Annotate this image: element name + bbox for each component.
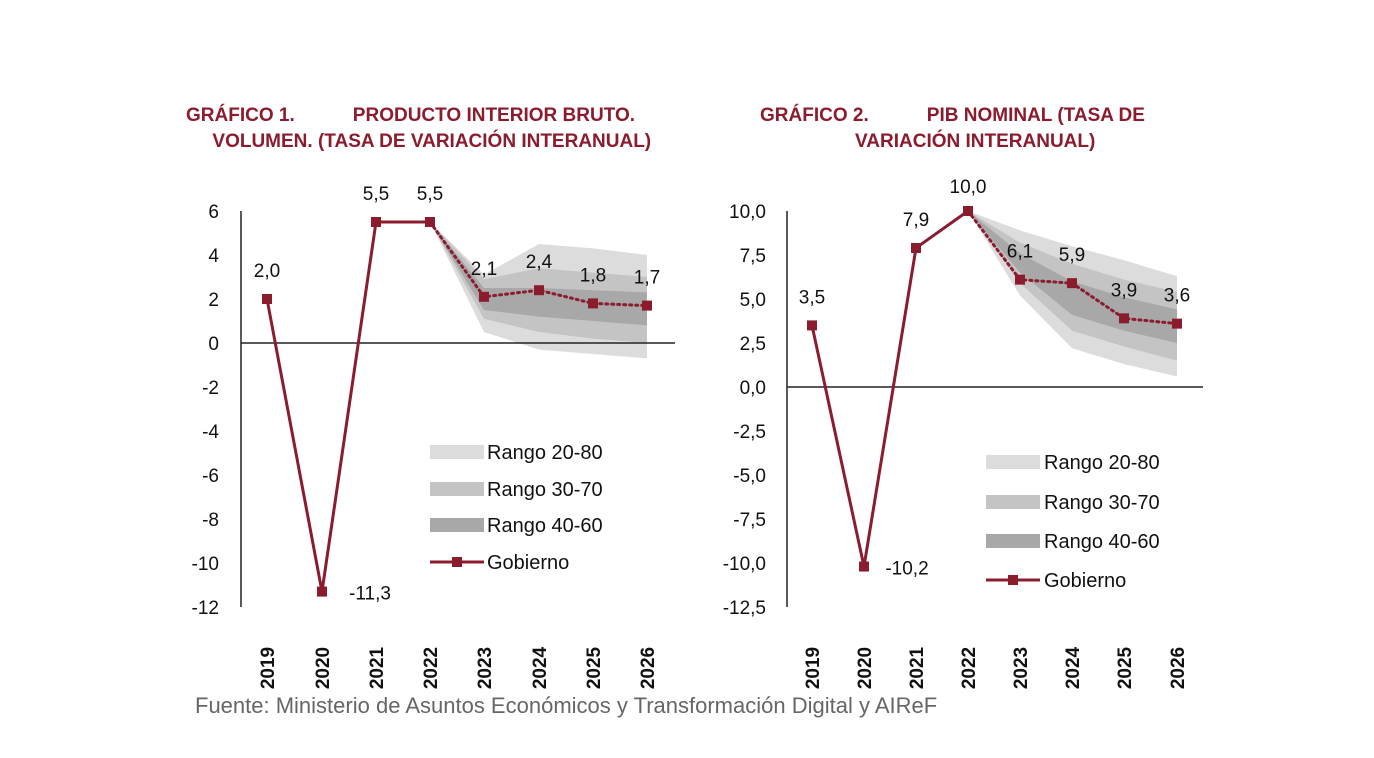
chart2-legend-swatch-3 (986, 534, 1040, 548)
chart2-data-point (911, 242, 921, 253)
chart2-y-tick-label: -10,0 (723, 554, 766, 575)
chart2-legend-label: Rango 40-60 (1044, 531, 1160, 553)
chart1-data-point (642, 300, 652, 311)
chart1-data-label: 1,8 (580, 265, 606, 286)
chart2-data-label: 5,9 (1059, 245, 1085, 266)
chart1-data-point (479, 291, 489, 302)
chart1-x-tick-label: 2024 (530, 646, 551, 689)
chart1-title-line2: VOLUMEN. (TASA DE VARIACIÓN INTERANUAL) (186, 131, 652, 152)
chart2-data-point (1172, 318, 1182, 329)
chart2-x-tick-label: 2022 (959, 647, 980, 689)
chart1-x-tick-label: 2022 (421, 647, 442, 689)
chart2-y-tick-label: -5,0 (733, 466, 766, 487)
chart2-data-label: -10,2 (885, 559, 928, 580)
chart2-y-tick-label: -12,5 (723, 598, 766, 619)
chart2-title: GRÁFICO 2. PIB NOMINAL (TASA DE VARIACIÓ… (760, 103, 1145, 155)
chart2-data-point (1067, 278, 1077, 289)
chart1-data-label: 1,7 (634, 268, 660, 289)
chart1-data-point (588, 298, 598, 309)
chart1-data-label: -11,3 (349, 584, 391, 605)
chart2-x-tick-label: 2023 (1011, 647, 1032, 689)
chart1-legend-swatch-1 (430, 445, 484, 459)
chart2-y-tick-label: -2,5 (733, 422, 766, 443)
chart1-x-tick-label: 2023 (475, 647, 496, 689)
chart1-y-tick-label: -2 (202, 378, 219, 399)
chart1-legend-label: Rango 20-80 (487, 442, 603, 464)
chart1-data-label: 2,1 (471, 259, 497, 280)
chart1-y-tick-label: -6 (202, 466, 219, 487)
chart2-y-tick-label: 5,0 (740, 290, 766, 311)
chart1-y-tick-label: -10 (192, 554, 219, 575)
chart1-series-line-forecast (428, 220, 649, 308)
chart1-legend-label: Rango 40-60 (487, 515, 603, 537)
chart2-legend-label: Rango 20-80 (1044, 452, 1160, 474)
chart1-y-tick-label: -8 (202, 510, 219, 531)
chart2-data-label: 3,5 (799, 287, 825, 308)
chart1-data-label: 2,4 (526, 252, 553, 273)
chart1-legend-label: Rango 30-70 (487, 479, 603, 501)
chart1-y-tick-label: 4 (208, 246, 219, 267)
chart2-x-tick-label: 2024 (1063, 646, 1084, 689)
chart1-data-point (317, 586, 327, 597)
chart2-data-label: 3,6 (1164, 286, 1190, 307)
chart2-legend-label: Rango 30-70 (1044, 492, 1160, 514)
chart2-x-tick-label: 2026 (1168, 647, 1189, 689)
chart2-y-tick-label: 0,0 (740, 378, 766, 399)
chart2-data-label: 6,1 (1007, 242, 1033, 263)
chart2-legend-label: Gobierno (1044, 570, 1126, 592)
chart2-x-tick-label: 2020 (855, 647, 876, 689)
chart2-x-tick-label: 2019 (803, 647, 824, 689)
chart1-data-label: 2,0 (254, 261, 280, 282)
chart2-data-point (807, 320, 817, 331)
chart1-data-point (371, 217, 381, 227)
chart2-x-tick-label: 2021 (907, 646, 928, 689)
source-note: Fuente: Ministerio de Asuntos Económicos… (195, 693, 938, 718)
chart1-y-tick-label: 0 (208, 334, 219, 355)
chart2-x-tick-label: 2025 (1115, 646, 1136, 689)
chart1-data-point (262, 294, 272, 304)
chart1-x-tick-label: 2019 (258, 647, 279, 689)
chart1-y-tick-label: 2 (208, 290, 219, 311)
chart1-x-tick-label: 2025 (584, 646, 605, 689)
chart2-y-tick-label: 7,5 (740, 246, 766, 267)
chart1-y-tick-label: 6 (208, 202, 219, 223)
chart2-band-3 (968, 211, 1177, 343)
chart2-data-label: 10,0 (950, 177, 987, 198)
chart2-title-line2: VARIACIÓN INTERANUAL) (760, 131, 1096, 152)
chart1-title: GRÁFICO 1. PRODUCTO INTERIOR BRUTO. VOLU… (186, 103, 651, 155)
chart2-series-line-actual (810, 209, 969, 567)
chart2-data-point (859, 561, 869, 572)
chart1-y-tick-label: -4 (202, 422, 219, 443)
chart2-y-tick-label: -7,5 (733, 510, 766, 531)
chart2-data-label: 3,9 (1111, 280, 1137, 301)
chart1-data-label: 5,5 (363, 184, 389, 205)
chart1-y-tick-label: -12 (192, 598, 219, 619)
chart1-x-tick-label: 2020 (313, 647, 334, 689)
chart2-data-label: 7,9 (903, 210, 929, 231)
chart1-legend-swatch-3 (430, 518, 484, 532)
chart2-data-point (1119, 313, 1129, 324)
chart1-series-line-actual (265, 220, 430, 592)
chart1-data-label: 5,5 (417, 184, 443, 205)
chart1-x-tick-label: 2021 (367, 646, 388, 689)
chart2-y-tick-label: 10,0 (729, 202, 766, 223)
chart1-title-line1: GRÁFICO 1. PRODUCTO INTERIOR BRUTO. (186, 105, 635, 126)
chart2-data-point (1015, 274, 1025, 285)
chart1-legend-label: Gobierno (487, 552, 569, 574)
chart2-data-point (963, 206, 973, 216)
chart2-legend-swatch-2 (986, 495, 1040, 509)
chart1-data-point (534, 285, 544, 296)
chart2-legend-swatch-1 (986, 455, 1040, 469)
chart1-x-tick-label: 2026 (638, 647, 659, 689)
chart2-y-tick-label: 2,5 (740, 334, 766, 355)
chart1-legend-swatch-2 (430, 482, 484, 496)
chart2-legend-swatch-marker (1008, 575, 1018, 585)
chart2-title-line1: GRÁFICO 2. PIB NOMINAL (TASA DE (760, 105, 1145, 126)
chart1-legend-swatch-marker (452, 557, 462, 567)
chart1-data-point (425, 217, 435, 227)
